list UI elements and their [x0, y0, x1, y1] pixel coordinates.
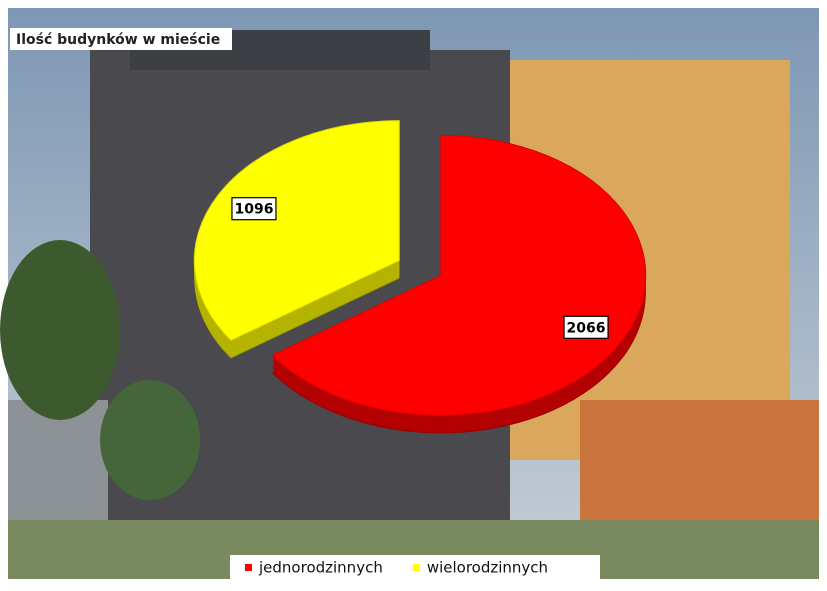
data-label-box — [563, 315, 609, 339]
data-label-box — [231, 197, 277, 221]
chart-title: Ilość budynków w mieście — [16, 32, 220, 48]
legend-label: wielorodzinnych — [427, 559, 548, 577]
data-label: 1096 — [234, 202, 273, 218]
slice — [271, 134, 647, 416]
legend-label: jednorodzinnych — [258, 559, 383, 577]
legend: jednorodzinnych wielorodzinnych — [245, 559, 548, 577]
slice — [193, 120, 400, 342]
legend-marker — [245, 564, 252, 571]
pie: 2066 1096 — [193, 120, 647, 434]
title-box — [10, 28, 232, 50]
background-photo — [0, 8, 819, 579]
legend-marker — [412, 564, 420, 571]
data-label: 2066 — [567, 320, 606, 336]
